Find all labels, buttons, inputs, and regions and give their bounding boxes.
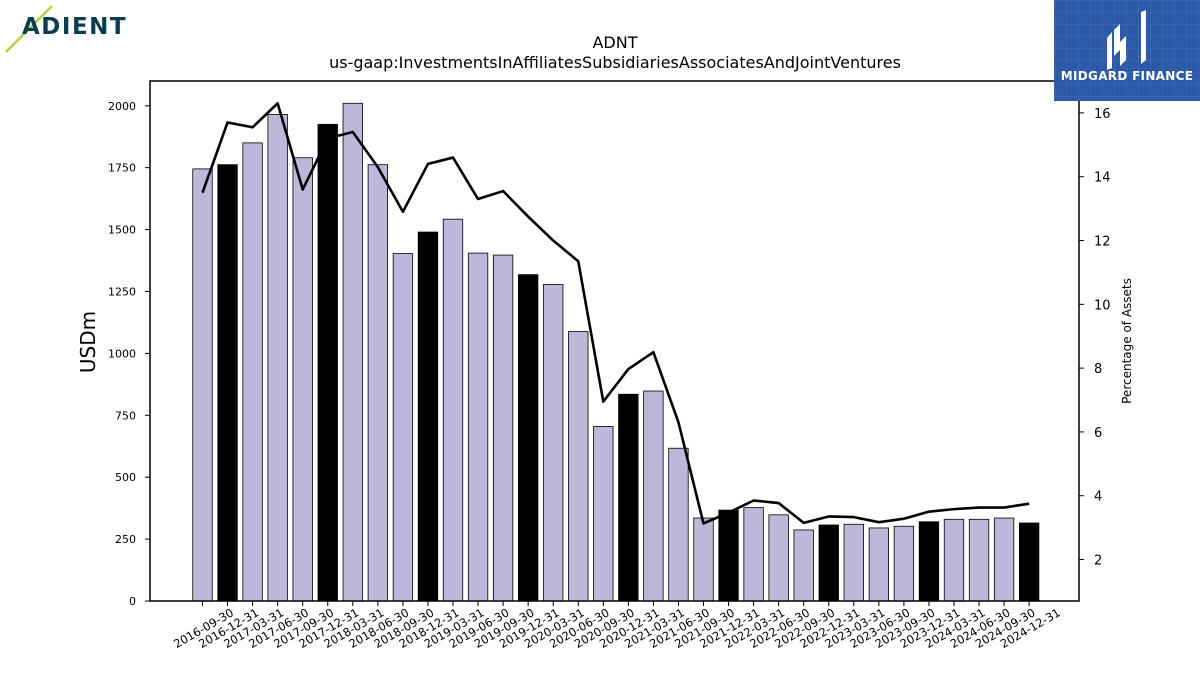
y2-tick-label: 2 [1094,554,1102,569]
y2-tick-label: 10 [1094,298,1111,313]
chart-subtitle: us-gaap:InvestmentsInAffiliatesSubsidiar… [329,53,901,72]
line-layer [201,102,1030,525]
bar-2018-12-31 [417,231,439,602]
percentage-line [201,102,1030,525]
bar-2021-12-31 [718,509,739,602]
bar-2024-06-30 [968,518,990,602]
bar-2024-03-31 [943,518,965,602]
midgard-finance-mark-icon [1107,10,1146,70]
y-tick-label: 1250 [108,285,136,298]
bars-layer [192,102,1040,602]
adient-logo-mark-icon [5,5,53,53]
y2-tick-label: 14 [1094,171,1111,186]
chart-title: ADNT [592,33,637,52]
bar-2017-09-30 [292,157,313,602]
bar-2016-12-31 [217,164,238,602]
y-tick-label: 1750 [108,162,136,175]
bar-2019-06-30 [467,252,489,602]
bar-2022-09-30 [793,529,814,602]
bar-2019-09-30 [492,254,514,602]
y-tick-label: 750 [115,409,136,422]
bar-2019-03-31 [442,218,464,602]
y-tick-label: 2000 [108,100,136,113]
y2-tick-label: 16 [1094,107,1111,122]
bar-2021-06-30 [668,447,689,602]
midgard-finance-text: MIDGARD FINANCE [1060,69,1194,83]
y-tick-label: 0 [129,595,136,608]
bar-2017-03-31 [242,142,263,602]
bar-2023-03-31 [843,523,864,602]
bar-2022-12-31 [818,524,839,602]
bar-2023-09-30 [893,525,915,602]
bar-2017-06-30 [267,114,288,602]
y2-tick-label: 6 [1094,426,1102,441]
bar-2020-09-30 [593,426,614,602]
bar-2022-06-30 [768,514,789,602]
y-tick-label: 1500 [108,224,136,237]
bar-2022-03-31 [743,507,764,602]
y-axis-label: USDm [76,311,100,373]
axes-layer: 0 250 500 750 1000 1250 1500 1750 2000 2 4 6 8 10 12 14… [108,80,1111,651]
bar-2023-06-30 [868,527,889,602]
adient-logo: ADIENT [0,0,140,60]
y2-tick-label: 12 [1094,235,1111,250]
plot-frame [149,80,1080,602]
y-tick-label: 250 [115,533,136,546]
adient-logo-text: ADIENT [22,14,128,40]
bar-2018-03-31 [342,102,363,602]
y-tick-label: 1000 [108,347,136,360]
bar-2020-12-31 [618,393,639,602]
y-tick-label: 500 [115,471,136,484]
bar-2019-12-31 [518,274,539,602]
bar-2024-12-31 [1019,522,1040,602]
y2-tick-label: 4 [1094,490,1102,505]
bar-2018-06-30 [367,164,389,602]
bar-2023-12-31 [918,521,940,602]
bar-2016-09-30 [192,168,213,602]
y2-tick-label: 8 [1094,362,1102,377]
bar-2021-03-31 [643,390,664,602]
bar-2020-06-30 [568,331,589,602]
bar-2018-09-30 [392,253,414,602]
bar-2020-03-31 [543,284,564,602]
y2-axis-label: Percentage of Assets [1120,278,1134,404]
midgard-finance-logo: MIDGARD FINANCE [1054,0,1200,101]
bar-2017-12-31 [317,123,338,602]
bar-2024-09-30 [993,517,1015,602]
bar-2021-09-30 [693,517,714,602]
